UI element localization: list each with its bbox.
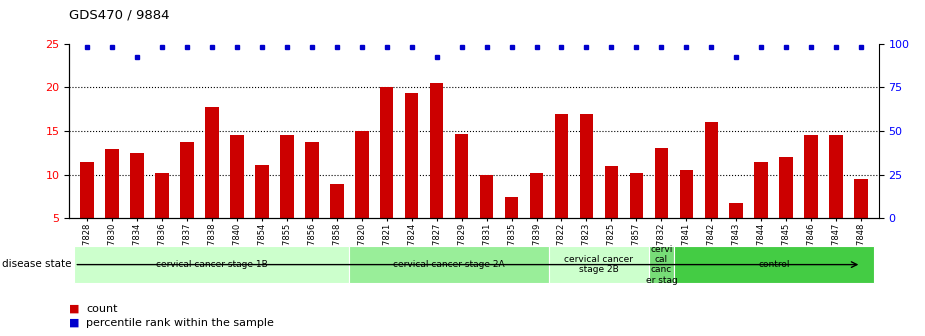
Bar — [580, 114, 593, 218]
Bar — [130, 153, 143, 218]
Text: control: control — [758, 260, 790, 269]
Text: ■: ■ — [69, 318, 80, 328]
Bar — [680, 170, 693, 218]
Bar — [355, 131, 368, 218]
Bar — [855, 179, 869, 218]
Bar — [80, 162, 93, 218]
Text: cervi
cal
canc
er stag: cervi cal canc er stag — [646, 245, 677, 285]
Bar — [330, 184, 343, 218]
Bar — [780, 157, 794, 218]
Bar — [205, 107, 218, 218]
Bar — [480, 175, 493, 218]
Bar — [180, 141, 193, 218]
Bar — [505, 197, 518, 218]
Bar — [255, 165, 268, 218]
Bar — [705, 122, 718, 218]
Bar — [305, 141, 318, 218]
Bar — [530, 173, 543, 218]
Text: ■: ■ — [69, 304, 80, 314]
Bar — [755, 162, 768, 218]
Text: disease state: disease state — [2, 259, 71, 269]
Bar — [455, 134, 468, 218]
Bar — [230, 135, 243, 218]
Bar — [605, 166, 618, 218]
Text: percentile rank within the sample: percentile rank within the sample — [86, 318, 274, 328]
Text: cervical cancer stage 1B: cervical cancer stage 1B — [156, 260, 267, 269]
Bar — [830, 135, 844, 218]
Bar — [280, 135, 293, 218]
Bar — [105, 149, 118, 218]
Bar — [730, 203, 743, 218]
Bar — [555, 114, 568, 218]
Text: cervical cancer stage 2A: cervical cancer stage 2A — [393, 260, 505, 269]
Text: count: count — [86, 304, 117, 314]
Text: GDS470 / 9884: GDS470 / 9884 — [69, 8, 170, 22]
Bar — [349, 246, 549, 283]
Bar — [649, 246, 674, 283]
Bar — [430, 83, 443, 218]
Bar — [405, 93, 418, 218]
Bar — [549, 246, 649, 283]
Bar — [805, 135, 819, 218]
Bar — [74, 246, 349, 283]
Bar — [630, 173, 643, 218]
Bar — [655, 148, 668, 218]
Bar — [154, 173, 168, 218]
Bar — [674, 246, 874, 283]
Text: cervical cancer
stage 2B: cervical cancer stage 2B — [564, 255, 634, 274]
Bar — [380, 87, 393, 218]
